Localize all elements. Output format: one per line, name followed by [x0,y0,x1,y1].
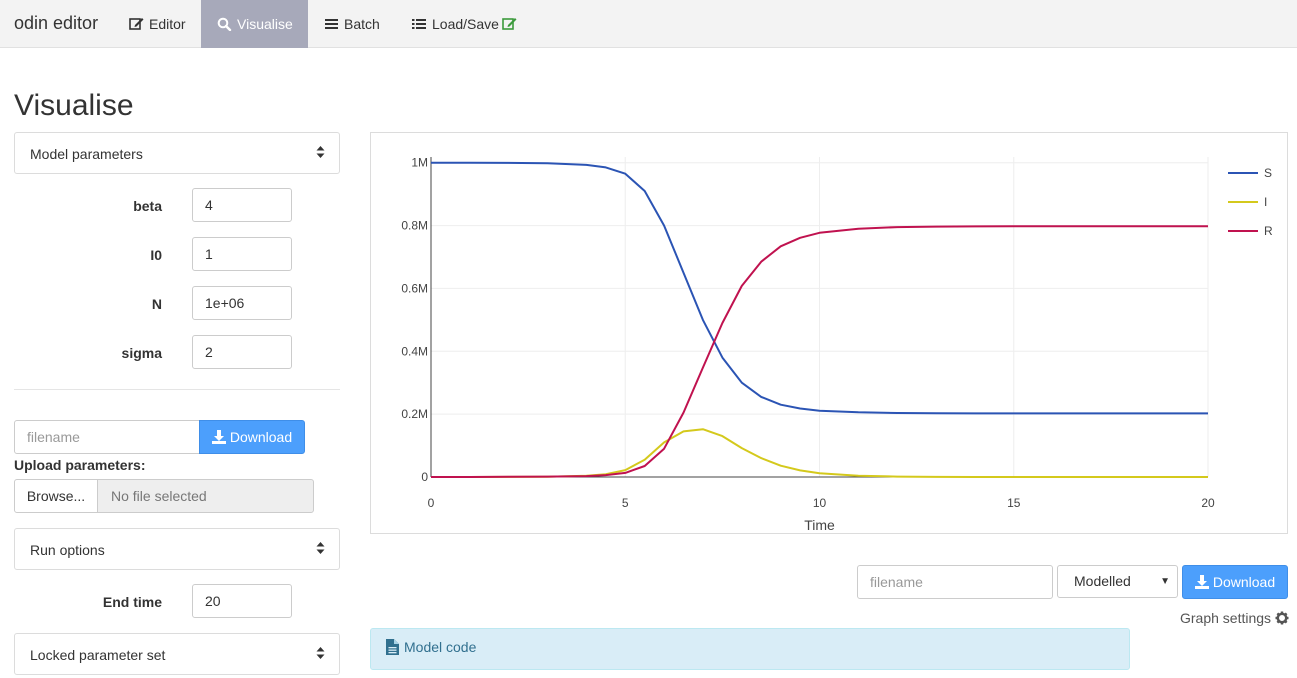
y-tick-label: 0 [421,470,428,484]
param-download-label: Download [229,429,293,445]
chart-filename-input[interactable]: filename [857,565,1053,599]
x-tick-label: 10 [813,496,827,510]
param-input-sigma[interactable]: 2 [192,335,292,369]
param-download-button[interactable]: Download [199,420,305,454]
legend-label-i: I [1264,195,1267,209]
divider [14,389,340,390]
brand[interactable]: odin editor [14,13,99,33]
y-tick-label: 0.6M [401,281,428,295]
upload-parameters-label: Upload parameters: [14,457,146,473]
end-time-label: End time [102,594,162,610]
chart-container[interactable]: 0 5 10 15 20 0 0.2M 0.4M 0.6M 0.8M 1M Time S I R [370,132,1288,534]
graph-settings-link[interactable]: Graph settings [1180,610,1289,626]
browse-button[interactable]: Browse... [14,479,98,513]
tab-editor-label: Editor [149,16,186,32]
tab-visualise[interactable]: Visualise [201,0,308,48]
run-options-label: Run options [30,542,105,558]
legend-label-s: S [1264,166,1272,180]
y-tick-label: 0.8M [401,219,428,233]
param-input-n[interactable]: 1e+06 [192,286,292,320]
param-label-i0: I0 [150,247,162,263]
sort-icon [316,542,325,554]
tab-batch-label: Batch [344,16,380,32]
tab-load-save[interactable]: Load/Save [396,0,536,48]
gear-icon [1275,611,1289,625]
x-tick-label: 5 [622,496,629,510]
x-tick-label: 15 [1007,496,1021,510]
param-filename-input[interactable]: filename [14,420,200,454]
edit-icon [129,18,144,30]
param-input-beta[interactable]: 4 [192,188,292,222]
tab-visualise-label: Visualise [237,16,293,32]
model-code-label: Model code [404,639,477,655]
download-icon [1194,575,1209,589]
chart-download-label: Download [1212,574,1276,590]
page-title: Visualise [14,89,134,122]
param-input-i0[interactable]: 1 [192,237,292,271]
model-code-panel[interactable]: Model code [370,628,1130,670]
chart-data-select-value: Modelled [1074,573,1131,589]
caret-down-icon: ▼ [1160,576,1170,587]
file-name-display: No file selected [97,479,314,513]
bars-icon [325,19,338,29]
sort-icon [316,647,325,659]
list-icon [412,19,426,29]
locked-parameter-set-header[interactable]: Locked parameter set [14,633,340,675]
sort-icon [316,146,325,158]
chart-data-select[interactable]: Modelled ▼ [1057,565,1178,598]
tab-editor[interactable]: Editor [115,0,201,48]
legend-label-r: R [1264,224,1273,238]
end-time-input[interactable]: 20 [192,584,292,618]
y-tick-label: 0.2M [401,407,428,421]
model-parameters-label: Model parameters [30,146,143,162]
run-options-header[interactable]: Run options [14,528,340,570]
param-label-n: N [151,296,162,312]
y-tick-label: 0.4M [401,344,428,358]
tab-load-save-label: Load/Save [432,16,499,32]
x-axis-title: Time [804,517,835,533]
y-tick-label: 1M [411,156,428,170]
x-tick-label: 0 [428,496,435,510]
graph-settings-label: Graph settings [1180,610,1272,626]
tab-batch[interactable]: Batch [308,0,396,48]
x-tick-label: 20 [1201,496,1215,510]
download-icon [211,430,226,444]
file-text-icon [386,639,399,655]
param-label-sigma: sigma [121,345,162,361]
line-chart[interactable]: 0 5 10 15 20 0 0.2M 0.4M 0.6M 0.8M 1M Time S I R [371,133,1287,533]
chart-download-button[interactable]: Download [1182,565,1288,599]
param-label-beta: beta [133,198,162,214]
series-line-s [430,161,1208,415]
model-parameters-header[interactable]: Model parameters [14,132,340,174]
edit-status-icon [502,18,517,30]
search-icon [217,17,232,31]
series-line-r [431,225,1208,478]
locked-parameter-set-label: Locked parameter set [30,647,166,663]
navbar: odin editor Editor Visualise Batch [0,0,1297,48]
